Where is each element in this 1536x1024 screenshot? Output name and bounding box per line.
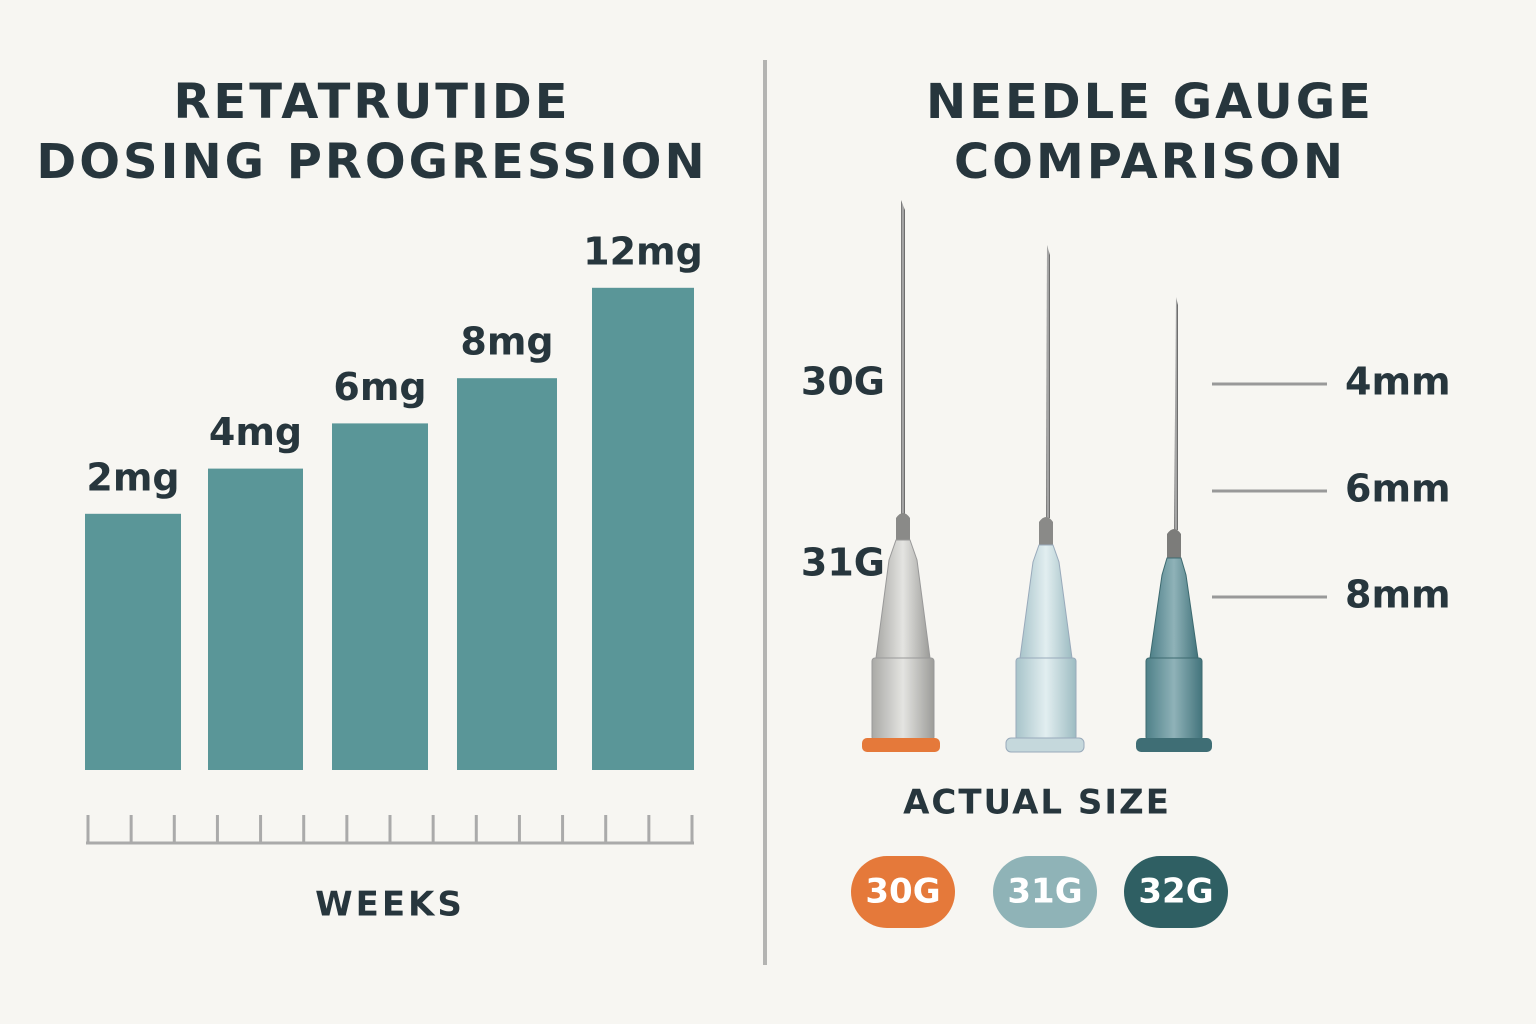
bar bbox=[332, 423, 428, 770]
value-label: 4mg bbox=[209, 410, 302, 454]
bar bbox=[85, 513, 181, 770]
value-label: 12mg bbox=[583, 229, 703, 273]
length-label: 4mm bbox=[1345, 360, 1451, 404]
needles bbox=[862, 200, 1212, 753]
badge-label: 31G bbox=[1007, 872, 1082, 912]
bar bbox=[208, 468, 303, 770]
length-markers bbox=[1212, 382, 1327, 599]
badge bbox=[1124, 856, 1228, 928]
bar bbox=[457, 378, 557, 770]
badge-label: 30G bbox=[865, 872, 940, 912]
gauge-label: 31G bbox=[801, 541, 885, 585]
value-label: 6mg bbox=[333, 365, 426, 409]
length-label: 6mm bbox=[1345, 467, 1451, 511]
badge bbox=[993, 856, 1097, 928]
bar bbox=[592, 287, 694, 770]
chart-title: RETATRUTIDE DOSING PROGRESSION bbox=[36, 74, 708, 190]
panel-title: NEEDLE GAUGE COMPARISON bbox=[926, 74, 1374, 190]
x-axis-label: WEEKS bbox=[315, 885, 465, 925]
badge bbox=[851, 856, 955, 928]
caption: ACTUAL SIZE bbox=[903, 783, 1171, 823]
gauge-label: 30G bbox=[801, 360, 885, 404]
badge-label: 32G bbox=[1138, 872, 1213, 912]
value-label: 8mg bbox=[460, 320, 553, 364]
length-label: 8mm bbox=[1345, 573, 1451, 617]
value-label: 2mg bbox=[86, 455, 179, 499]
